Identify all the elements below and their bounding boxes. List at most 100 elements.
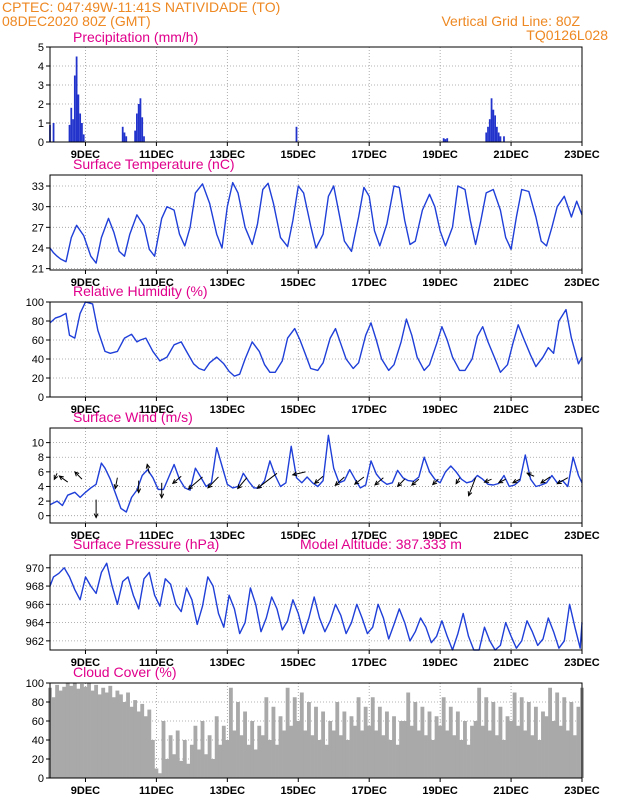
x-tick-label: 21DEC — [493, 785, 529, 797]
x-tick-label: 19DEC — [422, 785, 458, 797]
wind-arrow — [511, 478, 521, 484]
y-tick-label: 4 — [38, 61, 44, 73]
cloud-bar — [502, 740, 506, 778]
rh-title: Relative Humidity (%) — [73, 283, 208, 299]
y-tick-label: 0 — [38, 511, 44, 523]
x-tick-label: 9DEC — [71, 277, 100, 289]
precip-bar — [497, 132, 500, 142]
cloud-bar — [413, 702, 418, 778]
cloud-bar — [480, 725, 485, 778]
cloud-bar — [317, 740, 322, 778]
cloud-bar — [79, 683, 84, 778]
pres-title: Surface Pressure (hPa) — [73, 536, 219, 552]
precip-bar — [488, 119, 491, 142]
y-tick-label: 962 — [26, 636, 44, 648]
cloud-bar — [282, 730, 287, 778]
precip-bar — [492, 109, 495, 142]
cloud-bar — [197, 749, 201, 778]
header-date-line: 08DEC2020 80Z (GMT) — [2, 13, 151, 29]
cloud-bar — [257, 725, 262, 778]
precip-frame — [49, 46, 583, 143]
x-tick-label: 11DEC — [139, 404, 174, 416]
pres-frame — [49, 554, 583, 651]
x-tick-label: 21DEC — [493, 149, 529, 161]
cloud-bar — [119, 694, 123, 778]
x-tick-label: 21DEC — [493, 277, 529, 289]
wind-arrow — [187, 476, 203, 490]
cloud-bar — [402, 721, 407, 778]
cloud-bar — [345, 740, 350, 778]
cloud-bar — [289, 725, 294, 778]
cloud-bar — [516, 725, 521, 778]
cloud-bar — [136, 711, 141, 778]
x-tick-label: 11DEC — [139, 657, 174, 669]
precip-bar — [72, 119, 74, 142]
cloud-bar — [409, 725, 414, 778]
cloud-bar — [104, 692, 109, 778]
y-tick-label: 5 — [38, 42, 44, 54]
cloud-bar — [370, 697, 375, 778]
x-tick-label: 9DEC — [71, 657, 100, 669]
cloud-bar — [392, 716, 396, 778]
cloud-bar — [452, 735, 457, 778]
x-tick-label: 11DEC — [139, 785, 174, 797]
cloud-bar — [69, 685, 74, 778]
cloud-bar — [58, 690, 63, 778]
cloud-bar — [246, 744, 251, 778]
cloud-bar — [324, 744, 329, 778]
wind-arrow — [291, 471, 306, 477]
cloud-bar — [321, 711, 326, 778]
wind-arrow — [396, 478, 406, 488]
y-tick-label: 968 — [26, 581, 44, 593]
cloud-bar — [296, 721, 301, 778]
pres-panel: 962 964 966 968 970 9DEC 11DEC 13DEC 15DEC 17DEC 1… — [26, 536, 600, 669]
cloud-bar — [87, 683, 91, 778]
cloud-bar — [172, 754, 177, 778]
header: CPTEC: 047:49W-11:41S NATIVIDADE (TO) 08… — [0, 0, 618, 42]
precip-bar — [75, 56, 78, 142]
y-tick-label: 0 — [38, 137, 44, 149]
cloud-bar — [338, 735, 343, 778]
wind-arrow — [353, 476, 365, 485]
y-tick-label: 40 — [32, 735, 44, 747]
cloud-bar — [129, 706, 134, 778]
y-tick-label: 966 — [26, 599, 44, 611]
cloud-bar — [484, 697, 489, 778]
cloud-bar — [353, 725, 357, 778]
x-tick-label: 15DEC — [281, 277, 317, 289]
x-tick-label: 9DEC — [71, 404, 100, 416]
cloud-bar — [558, 725, 563, 778]
x-tick-label: 19DEC — [422, 277, 458, 289]
y-tick-label: 60 — [32, 716, 44, 728]
cloud-bar — [498, 706, 503, 778]
cloud-bar — [335, 702, 340, 778]
cloud-bar — [204, 754, 208, 778]
wind-arrow — [313, 475, 324, 485]
precip-title: Precipitation (mm/h) — [73, 29, 198, 45]
cloud-bar — [221, 725, 226, 778]
cloud-bar — [207, 735, 212, 778]
cloud-bar — [416, 730, 421, 778]
y-tick-label: 0 — [38, 773, 44, 785]
cloud-bar — [572, 735, 577, 778]
x-tick-label: 9DEC — [71, 149, 100, 161]
wind-panel: 0 2 4 6 8 10 9DEC 11DEC 13DEC 15DEC 17DEC 19DEC 21DE… — [32, 409, 600, 542]
cloud-bar — [363, 706, 368, 778]
cloud-bar — [565, 730, 570, 778]
cloud-title: Cloud Cover (%) — [73, 664, 176, 680]
cloud-bar — [65, 683, 70, 778]
x-tick-label: 17DEC — [351, 530, 387, 542]
wind-arrow — [93, 499, 99, 519]
precip-bar — [123, 132, 126, 142]
cloud-bar — [406, 692, 411, 778]
precip-bar — [70, 107, 73, 142]
precip-bar — [141, 117, 144, 142]
wind-arrow — [556, 477, 569, 485]
x-tick-label: 15DEC — [281, 149, 317, 161]
cloud-bar — [214, 716, 219, 778]
y-tick-label: 20 — [32, 373, 44, 385]
x-tick-label: 17DEC — [351, 149, 387, 161]
cloud-bar — [239, 735, 244, 778]
cloud-bar — [232, 730, 237, 778]
x-tick-label: 21DEC — [493, 530, 529, 542]
